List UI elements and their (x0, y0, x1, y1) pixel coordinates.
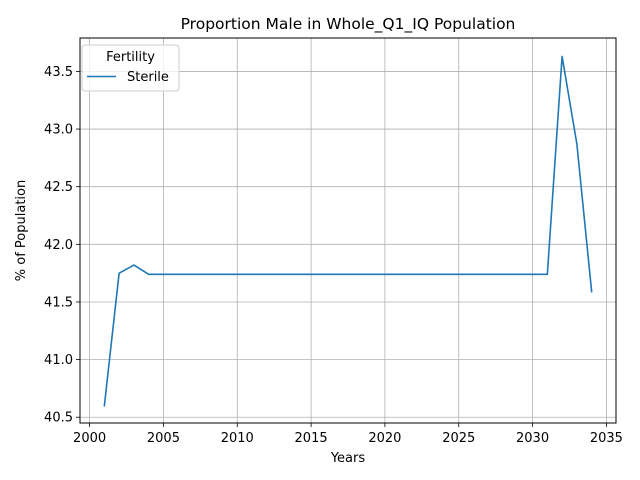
y-tick-label: 42.0 (44, 238, 73, 253)
x-tick-label: 2015 (295, 431, 328, 446)
plot-area-background (80, 38, 616, 423)
x-tick-label: 2035 (590, 431, 623, 446)
x-tick-label: 2010 (221, 431, 254, 446)
y-axis-label: % of Population (14, 180, 29, 281)
y-tick-label: 41.0 (44, 353, 73, 368)
x-tick-label: 2025 (442, 431, 475, 446)
series-line-sterile (103, 55, 593, 407)
x-tick-label: 2005 (147, 431, 180, 446)
y-tick-label: 43.5 (44, 65, 73, 80)
legend: Fertility Sterile (81, 44, 180, 92)
x-tick-label: 2030 (516, 431, 549, 446)
x-axis-label: Years (330, 451, 366, 466)
legend-box (81, 44, 180, 92)
series-layer (103, 55, 593, 407)
plot-area-frame (79, 37, 617, 424)
legend-title: Fertility (106, 50, 155, 65)
legend-entry-label: Sterile (127, 70, 169, 85)
y-tick-label: 43.0 (44, 123, 73, 138)
chart-title: Proportion Male in Whole_Q1_IQ Populatio… (181, 15, 516, 34)
ticks: 2000 2005 2010 2015 2020 2025 2030 2035 40.5 41.0… (44, 65, 623, 446)
y-tick-label: 40.5 (44, 411, 73, 426)
x-tick-label: 2000 (73, 431, 106, 446)
y-tick-label: 42.5 (44, 180, 73, 195)
y-tick-label: 41.5 (44, 295, 73, 310)
grid (80, 38, 616, 423)
x-tick-label: 2020 (368, 431, 401, 446)
